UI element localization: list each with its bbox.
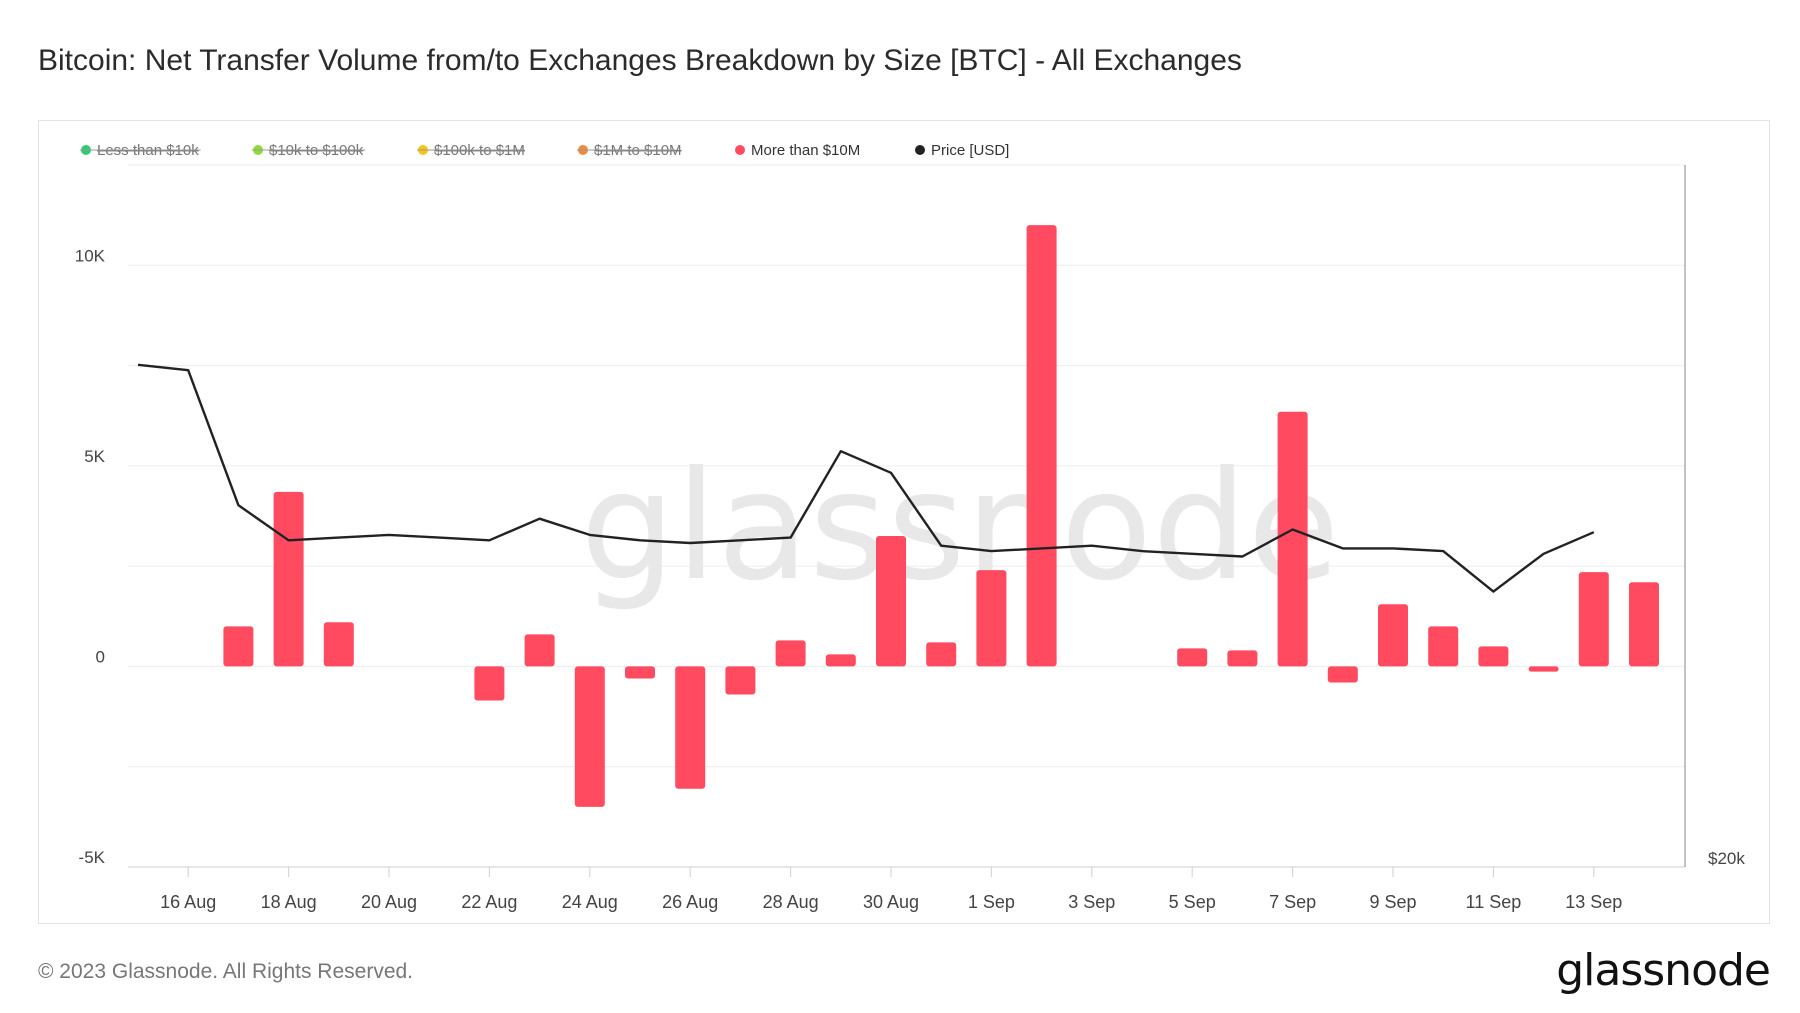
- x-tick-label: 5 Sep: [1169, 892, 1216, 912]
- bar: [474, 666, 505, 701]
- x-tick-label: 22 Aug: [461, 892, 517, 912]
- bar: [524, 634, 555, 667]
- watermark: glassnode: [580, 440, 1339, 614]
- x-tick-label: 24 Aug: [562, 892, 618, 912]
- x-tick-label: 11 Sep: [1466, 892, 1522, 912]
- bar: [1327, 666, 1358, 683]
- x-tick-label: 9 Sep: [1369, 892, 1416, 912]
- y-tick-label: -5K: [79, 848, 106, 867]
- x-tick-label: 7 Sep: [1269, 892, 1316, 912]
- bar: [876, 536, 906, 667]
- legend-marker: [735, 145, 745, 155]
- bar: [825, 654, 856, 667]
- gridlines: [128, 164, 1685, 768]
- x-tick-label: 30 Aug: [863, 892, 919, 912]
- bar: [1528, 666, 1559, 672]
- axes: 10K 5K 0 -5K $20k 16 Aug 18 Aug 20 Aug 22 Aug 24 …: [75, 165, 1745, 912]
- legend-marker: [915, 145, 925, 155]
- bar: [1026, 225, 1057, 667]
- bar: [323, 622, 354, 667]
- brand-logo: glassnode: [1556, 945, 1771, 996]
- chart-title: Bitcoin: Net Transfer Volume from/to Exc…: [38, 44, 1242, 77]
- bar-series: [223, 225, 1659, 807]
- x-tick-label: 13 Sep: [1565, 892, 1622, 912]
- bar: [725, 666, 756, 695]
- copyright: © 2023 Glassnode. All Rights Reserved.: [38, 960, 414, 983]
- legend-label: Price [USD]: [931, 142, 1009, 159]
- bar: [625, 666, 655, 679]
- y-right-tick-label: $20k: [1708, 849, 1745, 868]
- x-tick-label: 20 Aug: [361, 892, 417, 912]
- legend: Less than $10k $10k to $100k $100k to $1M $…: [80, 142, 1009, 159]
- bar: [1277, 411, 1308, 667]
- bar: [1629, 582, 1659, 667]
- x-tick-label: 18 Aug: [261, 892, 317, 912]
- bar: [273, 491, 304, 667]
- legend-label: More than $10M: [751, 142, 860, 159]
- bar: [223, 626, 254, 667]
- y-tick-label: 10K: [75, 246, 106, 265]
- bar: [574, 666, 605, 807]
- bar: [1378, 604, 1408, 667]
- bar: [1227, 650, 1258, 667]
- y-tick-label: 5K: [84, 447, 105, 466]
- x-tick-label: 28 Aug: [763, 892, 819, 912]
- bar: [1177, 648, 1208, 667]
- price-series: [137, 363, 1595, 593]
- x-tick-label: 1 Sep: [968, 892, 1015, 912]
- bar: [775, 640, 806, 667]
- x-tick-label: 3 Sep: [1068, 892, 1115, 912]
- chart-frame: [38, 120, 1770, 924]
- x-tick-label: 26 Aug: [662, 892, 718, 912]
- bar: [1478, 646, 1509, 667]
- bar: [1428, 626, 1459, 667]
- price-line: [137, 363, 1595, 593]
- x-tick-label: 16 Aug: [160, 892, 216, 912]
- bar: [976, 570, 1007, 667]
- y-tick-label: 0: [96, 647, 105, 666]
- bar: [675, 666, 706, 789]
- bar: [926, 642, 957, 667]
- bar: [1578, 572, 1609, 667]
